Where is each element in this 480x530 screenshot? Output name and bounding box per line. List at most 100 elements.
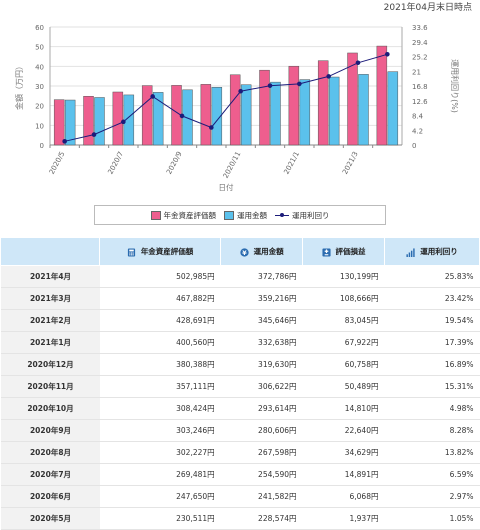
gain-cell: 14,891円 <box>302 463 385 486</box>
bar-invested <box>211 87 223 146</box>
yield-cell: 1.05% <box>384 507 480 530</box>
legend-item-yield[interactable]: 運用利回り <box>275 210 330 221</box>
bar-value <box>376 45 388 146</box>
value-cell: 230,511円 <box>99 507 221 530</box>
legend-item-invested[interactable]: 運用金額 <box>224 210 267 221</box>
value-cell: 380,388円 <box>99 353 221 376</box>
month-cell: 2020年11月 <box>0 375 100 398</box>
month-cell: 2020年12月 <box>0 353 100 376</box>
table-row: 2020年7月 269,481円 254,590円 14,891円 6.59% <box>0 463 480 486</box>
invested-cell: 228,574円 <box>220 507 303 530</box>
yield-cell: 23.42% <box>384 287 480 310</box>
y-right-tick-label: 0 <box>412 142 416 150</box>
yield-point <box>121 119 126 125</box>
yield-point <box>355 60 361 66</box>
yield-cell: 6.59% <box>384 463 480 486</box>
yield-cell: 17.39% <box>384 331 480 354</box>
y-right-tick-label: 29.4 <box>412 39 428 47</box>
header-gain: 評価損益 <box>302 237 385 266</box>
header-yield-label: 運用利回り <box>420 247 458 256</box>
y-left-tick-label: 0 <box>40 142 44 150</box>
invested-cell: 319,630円 <box>220 353 303 376</box>
yield-cell: 16.89% <box>384 353 480 376</box>
legend-swatch-yield <box>275 212 289 219</box>
bar-value <box>112 91 124 146</box>
month-cell: 2020年7月 <box>0 463 100 486</box>
table-header-row: 年金資産評価額 ¥ 運用金額 評価損益 運用利回り <box>0 237 480 266</box>
y-right-axis-title: 運用利回り(%) <box>450 59 460 113</box>
yield-point <box>385 51 390 57</box>
x-tick-label: 2020/11 <box>222 150 243 179</box>
chart-legend: 年金資産評価額 運用金額 運用利回り <box>94 205 386 225</box>
bar-invested <box>182 89 193 146</box>
month-cell: 2020年10月 <box>0 397 100 420</box>
gain-cell: 108,666円 <box>302 287 385 310</box>
bar-invested <box>328 76 340 146</box>
invested-cell: 254,590円 <box>220 463 303 486</box>
bar-value <box>141 85 153 146</box>
yield-point <box>267 83 273 88</box>
table-row: 2020年9月 303,246円 280,606円 22,640円 8.28% <box>0 419 480 442</box>
y-right-tick-label: 4.2 <box>412 127 423 135</box>
x-axis-title: 日付 <box>219 182 234 192</box>
gain-cell: 1,937円 <box>302 507 385 530</box>
bar-value <box>83 96 94 146</box>
yield-point <box>209 125 214 130</box>
gain-cell: 34,629円 <box>302 441 385 464</box>
bar-value <box>288 65 300 146</box>
y-left-tick-label: 50 <box>35 44 44 52</box>
bar-value <box>229 74 241 146</box>
yield-point <box>91 132 97 137</box>
table-row: 2020年5月 230,511円 228,574円 1,937円 1.05% <box>0 507 480 530</box>
header-value: 年金資産評価額 <box>98 237 222 266</box>
legend-label-invested: 運用金額 <box>237 210 267 220</box>
legend-label-value: 年金資産評価額 <box>163 210 217 220</box>
x-tick-label: 2020/7 <box>106 150 125 176</box>
yield-cell: 13.82% <box>384 441 480 464</box>
y-left-tick-label: 10 <box>35 122 44 130</box>
legend-swatch-invested <box>224 210 234 220</box>
yield-cell: 4.98% <box>384 397 480 420</box>
y-right-tick-label: 21 <box>412 68 421 76</box>
legend-item-value[interactable]: 年金資産評価額 <box>150 210 217 221</box>
bar-invested <box>94 97 105 146</box>
table-row: 2020年8月 302,227円 267,598円 34,629円 13.82% <box>0 441 480 464</box>
yield-line <box>64 53 388 142</box>
plus-minus-icon <box>321 247 331 257</box>
invested-cell: 372,786円 <box>220 265 303 288</box>
y-right-tick-label: 33.6 <box>412 24 428 32</box>
yield-point <box>62 139 67 144</box>
bar-value <box>53 99 65 146</box>
month-cell: 2021年1月 <box>0 331 100 354</box>
table-body: 2021年4月 502,985円 372,786円 130,199円 25.83% 202… <box>0 265 480 530</box>
as-of-date: 2021年04月末日時点 <box>383 3 472 13</box>
monthly-table: 年金資産評価額 ¥ 運用金額 評価損益 運用利回り 2021年4月 502,985円… <box>0 237 480 530</box>
value-cell: 357,111円 <box>99 375 221 398</box>
invested-cell: 293,614円 <box>220 397 303 420</box>
bar-value <box>259 69 270 146</box>
table-row: 2020年10月 308,424円 293,614円 14,810円 4.98% <box>0 397 480 420</box>
invested-cell: 306,622円 <box>220 375 303 398</box>
gain-cell: 83,045円 <box>302 309 385 332</box>
y-right-tick-label: 16.8 <box>412 83 428 91</box>
invested-cell: 332,638円 <box>220 331 303 354</box>
invested-cell: 241,582円 <box>220 485 303 508</box>
table-row: 2021年2月 428,691円 345,646円 83,045円 19.54% <box>0 309 480 332</box>
bar-value <box>347 52 358 146</box>
yield-point <box>326 74 331 79</box>
yield-point <box>238 88 243 94</box>
x-tick-label: 2021/1 <box>282 150 301 176</box>
header-value-label: 年金資産評価額 <box>140 247 194 256</box>
legend-label-yield: 運用利回り <box>292 210 330 220</box>
gain-cell: 22,640円 <box>302 419 385 442</box>
yield-cell: 19.54% <box>384 309 480 332</box>
table-row: 2021年1月 400,560円 332,638円 67,922円 17.39% <box>0 331 480 354</box>
y-left-tick-label: 60 <box>35 24 44 32</box>
header-invested-label: 運用金額 <box>253 247 284 256</box>
value-cell: 308,424円 <box>99 397 221 420</box>
table-row: 2020年6月 247,650円 241,582円 6,068円 2.97% <box>0 485 480 508</box>
y-right-tick-label: 8.4 <box>412 113 424 121</box>
invested-cell: 267,598円 <box>220 441 303 464</box>
calculator-icon <box>127 247 135 257</box>
y-left-tick-label: 40 <box>35 63 44 71</box>
